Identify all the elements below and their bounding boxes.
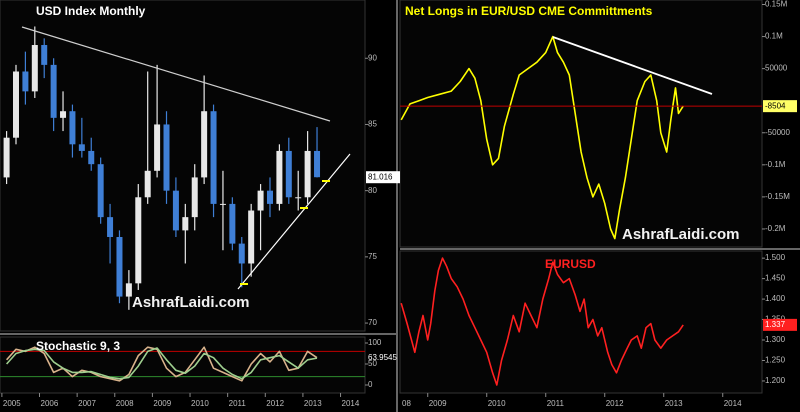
y-tick-label: -0.15M [765, 192, 790, 201]
candle-body [314, 150, 321, 178]
y-tick-label: 0.15M [765, 0, 788, 9]
candle-body [50, 64, 57, 118]
y-tick-label: 0.1M [765, 32, 783, 41]
x-tick-label: 08 [402, 399, 411, 408]
last-value-box [763, 318, 797, 331]
candle-body [163, 124, 170, 191]
candle-body [172, 190, 179, 231]
x-tick-label: 2014 [724, 399, 742, 408]
y-tick-label: 100 [368, 338, 382, 347]
candle-body [154, 124, 161, 171]
candle-body [78, 144, 85, 151]
y-tick-label: 1.500 [765, 253, 786, 262]
candle-body [107, 217, 114, 237]
y-tick-label: -50000 [765, 128, 790, 137]
candle-body [22, 71, 29, 92]
y-tick-label: 75 [368, 252, 377, 261]
last-value-box [366, 171, 400, 184]
x-tick-label: 2010 [488, 399, 506, 408]
candle-body [304, 150, 311, 198]
y-tick-label: 1.300 [765, 335, 786, 344]
y-tick-label: 50000 [765, 64, 788, 73]
chart-title: Net Longs in EUR/USD CME Committments [405, 4, 653, 18]
candle-body [31, 45, 38, 92]
x-tick-label: 2009 [153, 399, 171, 408]
y-tick-label: 1.450 [765, 274, 786, 283]
series-line [6, 346, 318, 382]
candle-body [276, 150, 283, 204]
candle-body [248, 210, 255, 264]
series-line [6, 347, 318, 380]
eurusd-panel [399, 250, 763, 394]
x-tick-label: 2014 [342, 399, 360, 408]
y-tick-label: 1.200 [765, 376, 786, 385]
watermark: AshrafLaidi.com [132, 294, 250, 311]
x-tick-label: 2006 [41, 399, 59, 408]
x-tick-label: 2012 [606, 399, 624, 408]
candle-body [191, 177, 198, 218]
resistance-line [21, 26, 331, 122]
last-value-label: 1.337 [765, 320, 786, 329]
netlongs-panel [399, 0, 763, 248]
candle-body [12, 71, 19, 138]
usd-panel [0, 0, 366, 332]
candle-body [295, 197, 302, 199]
y-tick-label: 50 [368, 359, 377, 368]
candle-body [3, 137, 10, 178]
chart-title: Stochastic 9, 3 [36, 339, 120, 353]
x-tick-label: 2009 [429, 399, 447, 408]
candle-body [210, 111, 217, 204]
x-tick-label: 2012 [266, 399, 284, 408]
y-tick-label: 1.250 [765, 356, 786, 365]
y-tick-label: 1.400 [765, 294, 786, 303]
candle-body [125, 283, 132, 297]
y-tick-label: -0.1M [765, 160, 786, 169]
x-tick-label: 2013 [665, 399, 683, 408]
candle-body [135, 197, 142, 284]
x-tick-label: 2007 [78, 399, 96, 408]
last-value-label: 81.016 [368, 172, 393, 181]
candle-body [144, 170, 151, 198]
y-tick-label: 70 [368, 318, 377, 327]
candle-body [257, 190, 264, 211]
y-tick-label: 0 [368, 380, 373, 389]
candle-body [229, 203, 236, 244]
candle-body [69, 111, 76, 145]
chart-title: USD Index Monthly [36, 4, 146, 18]
candle-body [182, 217, 189, 231]
x-tick-label: 2008 [116, 399, 134, 408]
y-tick-label: 80 [368, 186, 377, 195]
candle-body [88, 150, 95, 165]
x-tick-label: 2013 [304, 399, 322, 408]
y-tick-label: 90 [368, 53, 377, 62]
last-value-label: -8504 [765, 101, 786, 110]
candle-body [41, 45, 48, 65]
stochastic-panel [0, 336, 366, 394]
resistance-line [552, 36, 713, 95]
y-tick-label: -0.2M [765, 224, 786, 233]
support-line [237, 153, 351, 290]
candle-body [238, 243, 245, 264]
last-value-label: 63.9545 [368, 353, 397, 362]
x-tick-label: 2010 [191, 399, 209, 408]
candle-body [97, 164, 104, 218]
x-tick-label: 2011 [547, 399, 565, 408]
candle-body [266, 190, 273, 204]
series-line [400, 257, 684, 386]
candle-body [201, 111, 208, 178]
x-tick-label: 2005 [3, 399, 21, 408]
y-tick-label: 85 [368, 120, 377, 129]
watermark: AshrafLaidi.com [622, 226, 740, 243]
candle-body [116, 236, 123, 297]
series-line [400, 35, 684, 240]
candle-body [285, 150, 292, 198]
chart-title: EURUSD [545, 257, 596, 271]
x-tick-label: 2011 [229, 399, 247, 408]
candle-body [219, 203, 226, 205]
candle-body [60, 111, 67, 118]
last-value-box [763, 100, 797, 113]
